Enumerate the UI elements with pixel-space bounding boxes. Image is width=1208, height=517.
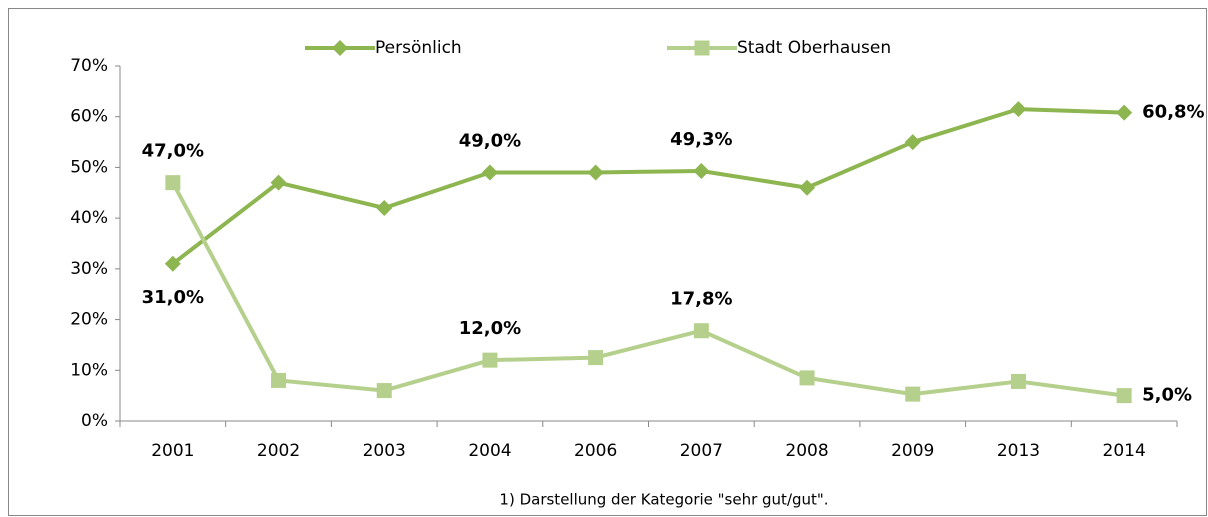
data-point bbox=[376, 200, 393, 216]
y-tick-label: 70% bbox=[70, 56, 108, 76]
data-point bbox=[271, 372, 287, 388]
data-point bbox=[481, 164, 498, 181]
x-tick-label: 2004 bbox=[468, 441, 511, 461]
footnote: 1) Darstellung der Kategorie "sehr gut/g… bbox=[499, 491, 828, 509]
data-point bbox=[376, 383, 392, 399]
data-point bbox=[693, 323, 709, 339]
data-point bbox=[693, 162, 710, 179]
data-point bbox=[1010, 101, 1027, 118]
y-tick-label: 20% bbox=[70, 310, 108, 330]
data-point bbox=[270, 174, 287, 191]
series-line bbox=[171, 181, 1125, 398]
y-tick-label: 50% bbox=[70, 157, 108, 177]
x-tick-label: 2003 bbox=[363, 441, 406, 461]
x-tick-label: 2009 bbox=[891, 441, 934, 461]
data-label: 31,0% bbox=[142, 287, 204, 308]
data-point bbox=[904, 134, 921, 151]
data-label: 60,8% bbox=[1142, 102, 1204, 123]
y-tick-label: 60% bbox=[70, 107, 108, 127]
data-point bbox=[588, 350, 604, 366]
x-tick-label: 2013 bbox=[997, 441, 1040, 461]
x-tick-label: 2014 bbox=[1103, 441, 1146, 461]
data-label: 47,0% bbox=[142, 141, 204, 162]
data-point bbox=[799, 370, 815, 386]
x-tick-label: 2008 bbox=[785, 441, 828, 461]
data-point bbox=[905, 386, 921, 402]
x-tick-label: 2006 bbox=[574, 441, 617, 461]
data-label: 5,0% bbox=[1142, 385, 1192, 406]
y-tick-label: 10% bbox=[70, 360, 108, 380]
data-point bbox=[165, 175, 181, 191]
data-label: 17,8% bbox=[670, 289, 732, 310]
data-point bbox=[799, 179, 816, 196]
data-label: 12,0% bbox=[459, 318, 521, 339]
data-label: 49,3% bbox=[670, 129, 732, 150]
data-point bbox=[1010, 373, 1026, 389]
data-label: 49,0% bbox=[459, 131, 521, 152]
data-point bbox=[1116, 388, 1132, 404]
data-point bbox=[1116, 104, 1133, 121]
data-point bbox=[482, 352, 498, 368]
x-tick-label: 2002 bbox=[257, 441, 300, 461]
series-line bbox=[171, 107, 1125, 266]
x-tick-label: 2007 bbox=[680, 441, 723, 461]
y-tick-label: 40% bbox=[70, 208, 108, 228]
legend-label: Persönlich bbox=[375, 38, 462, 58]
legend-label: Stadt Oberhausen bbox=[737, 38, 891, 58]
chart-frame bbox=[8, 8, 1207, 516]
legend-marker bbox=[694, 40, 710, 56]
data-point bbox=[164, 255, 181, 272]
y-tick-label: 0% bbox=[81, 411, 108, 431]
x-tick-label: 2001 bbox=[151, 441, 194, 461]
data-point bbox=[587, 164, 604, 181]
legend-marker bbox=[332, 40, 348, 56]
y-tick-label: 30% bbox=[70, 259, 108, 279]
